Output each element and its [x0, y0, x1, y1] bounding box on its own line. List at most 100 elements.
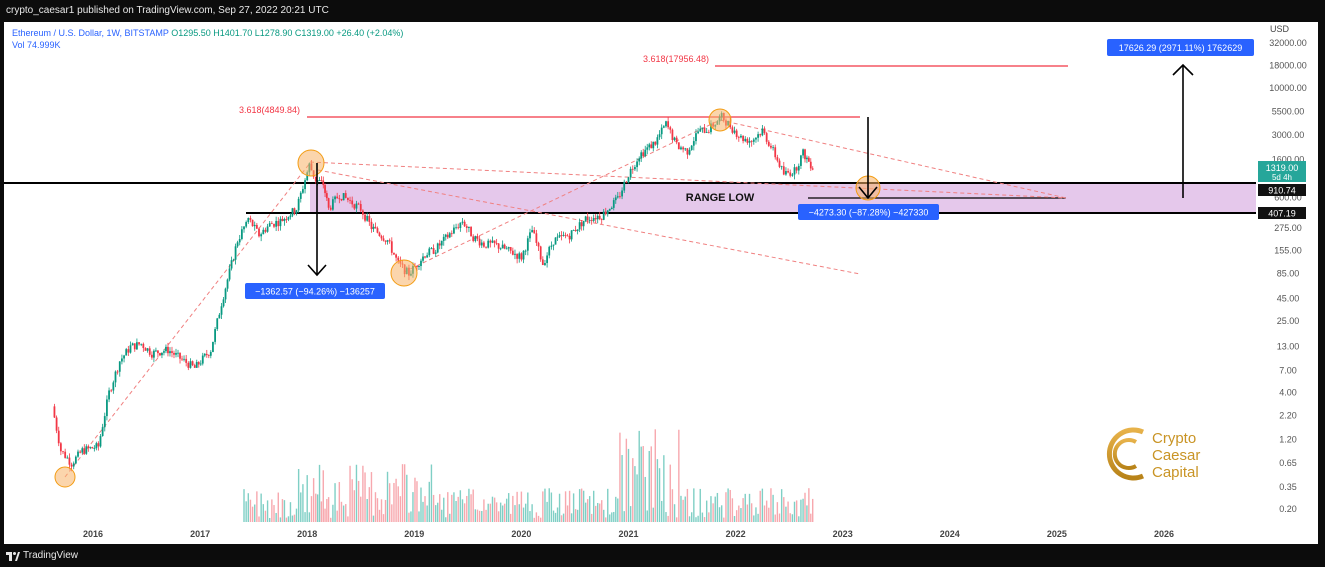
candle-body — [342, 193, 345, 201]
candle-body — [118, 361, 121, 372]
volume-bar — [558, 493, 561, 522]
range-bottom-text: 407.19 — [1268, 209, 1296, 219]
volume-bar — [783, 497, 785, 522]
candle-body — [463, 221, 466, 227]
volume-bar — [520, 491, 523, 522]
candle-body — [293, 208, 296, 214]
candle-body — [191, 361, 194, 366]
candle-body — [234, 246, 237, 260]
candle-body — [703, 127, 706, 133]
candle-body — [173, 352, 175, 355]
candle-body — [266, 226, 269, 232]
candle-body — [489, 240, 492, 243]
volume-bar — [351, 479, 353, 522]
volume-bar — [586, 499, 589, 522]
candle-body — [590, 220, 593, 221]
trend-line-2022 — [719, 119, 1067, 199]
candle-body — [64, 451, 67, 458]
volume-bar — [712, 503, 714, 522]
candle-body — [461, 221, 464, 223]
candle-body — [232, 259, 235, 261]
volume-bar — [418, 511, 420, 522]
candle-body — [568, 235, 571, 240]
candle-body — [432, 248, 435, 254]
candle-body — [480, 242, 483, 246]
candle-body — [748, 140, 751, 143]
candle-body — [297, 198, 300, 211]
volume-bar — [537, 515, 540, 522]
candle-body — [222, 299, 225, 307]
volume-bar — [401, 464, 404, 522]
volume-bar — [693, 488, 695, 522]
volume-bar — [320, 501, 323, 522]
volume-bar — [634, 466, 636, 522]
x-tick-label: 2021 — [618, 529, 638, 539]
volume-bar — [368, 487, 371, 522]
volume-bar — [312, 478, 315, 522]
countdown-text: 5d 4h — [1272, 173, 1292, 182]
volume-bar — [324, 508, 326, 522]
volume-bar — [357, 480, 360, 522]
candle-body — [264, 229, 267, 232]
candle-body — [361, 210, 364, 215]
candle-body — [584, 216, 587, 221]
candle-body — [70, 464, 73, 467]
price-axis[interactable]: USD 32000.00 18000.00 10000.00 5500.00 3000.… — [1269, 24, 1307, 514]
time-axis[interactable]: 2016 2017 2018 2019 2020 2021 2022 2023 2024 2025… — [83, 529, 1174, 539]
candle-body — [806, 157, 808, 160]
volume-bar — [326, 499, 328, 522]
candle-body — [97, 443, 100, 447]
candle-body — [560, 235, 563, 237]
candle-body — [446, 234, 449, 238]
range-top-tag: 910.74 — [1258, 184, 1306, 196]
candle-body — [457, 227, 460, 229]
candle-body — [325, 193, 328, 199]
volume-bar — [414, 477, 416, 522]
candle-body — [778, 160, 781, 167]
candle-body — [662, 126, 665, 128]
candle-body — [289, 215, 292, 218]
volume-bar — [582, 490, 585, 522]
candle-body — [55, 417, 58, 431]
candle-body — [448, 233, 451, 238]
candle-body — [580, 222, 583, 227]
candle-body — [438, 243, 441, 246]
volume-bar — [437, 502, 439, 522]
highlight-2018-low — [390, 259, 418, 287]
volume-bar — [300, 492, 302, 522]
volume-bar — [264, 510, 267, 522]
candle-body — [572, 230, 575, 231]
candle-body — [731, 127, 734, 133]
candle-body — [550, 245, 553, 247]
candle-body — [612, 200, 615, 208]
volume-bar — [763, 505, 766, 522]
candle-body — [493, 240, 496, 244]
y-tick-label: 275.00 — [1274, 223, 1302, 233]
candle-body — [189, 361, 192, 368]
candle-body — [604, 211, 607, 215]
candle-body — [737, 136, 740, 138]
volume-bar — [755, 507, 757, 522]
measure-text-target: 17626.29 (2971.11%) 1762629 — [1119, 43, 1242, 53]
footer-brand[interactable]: TradingView — [23, 550, 79, 561]
candle-body — [802, 149, 804, 156]
volume-bar — [542, 491, 544, 522]
volume-bar — [527, 492, 529, 522]
candle-body — [299, 192, 302, 199]
volume-bar — [453, 492, 455, 522]
volume-bar — [266, 500, 269, 522]
volume-bar — [332, 504, 334, 522]
volume-value: Vol 74.999K — [12, 40, 61, 50]
volume-bar — [245, 501, 247, 522]
candle-body — [524, 250, 527, 252]
candle-body — [797, 165, 800, 171]
volume-bar — [605, 517, 607, 522]
volume-bar — [271, 499, 273, 522]
chart-frame[interactable] — [4, 22, 1318, 544]
candle-body — [673, 137, 676, 141]
volume-bar — [275, 512, 277, 522]
candle-body — [556, 236, 559, 238]
volume-bar — [277, 492, 279, 522]
candle-body — [382, 238, 385, 241]
